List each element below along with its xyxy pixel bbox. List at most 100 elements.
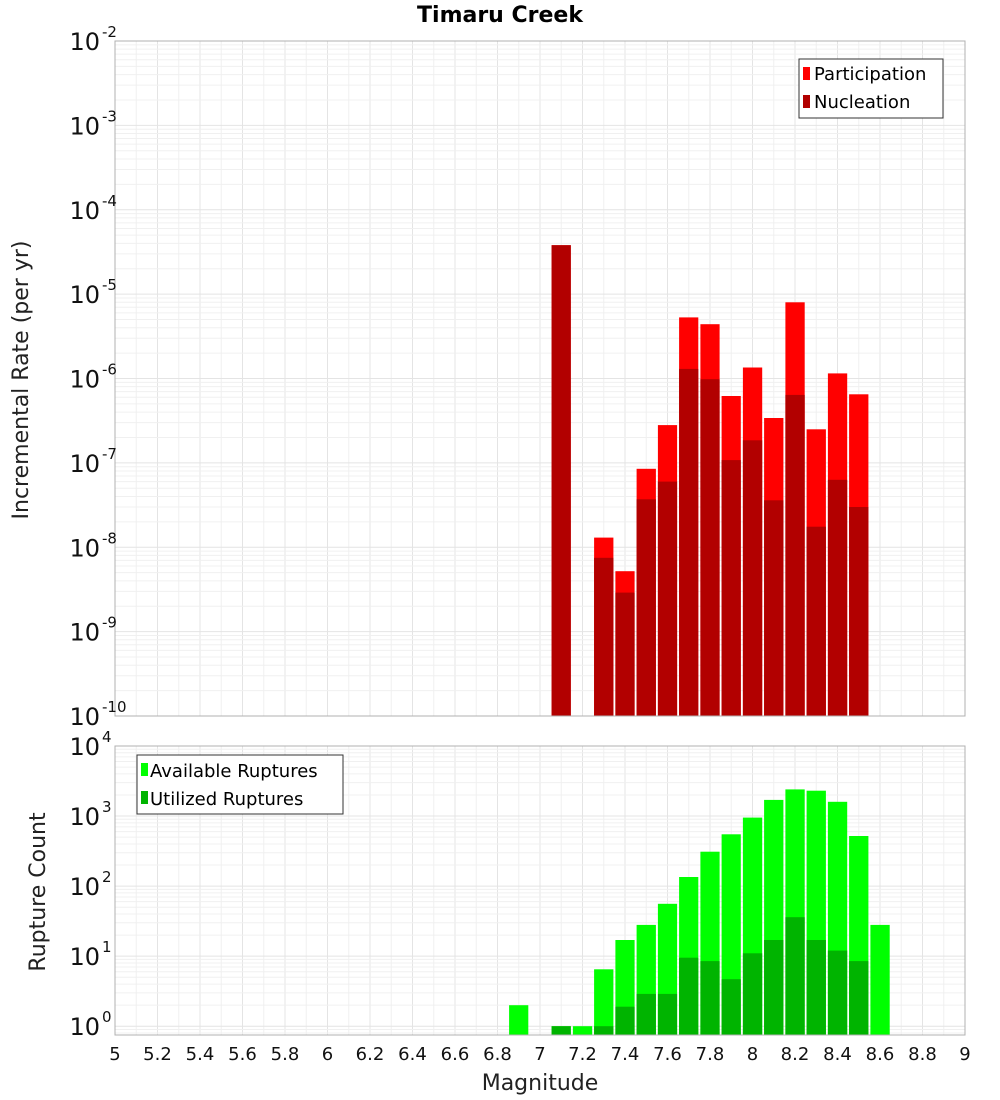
y-tick-exponent: -9	[102, 614, 117, 632]
participation-legend-swatch	[803, 67, 810, 80]
utilized-legend-label: Utilized Ruptures	[150, 789, 303, 810]
y-tick-exponent: -2	[102, 23, 117, 41]
rate-panel-bar-nucleation	[700, 379, 720, 716]
y-tick-label: 10	[69, 1013, 100, 1041]
x-tick-label: 7.4	[611, 1044, 640, 1065]
count-panel-bar-utilized-ruptures	[657, 993, 678, 1035]
nucleation-legend-label: Nucleation	[814, 92, 910, 113]
y-tick-label: 10	[69, 534, 100, 562]
count-bars	[509, 789, 890, 1035]
rate-panel-bar-nucleation	[615, 592, 635, 716]
rate-legend: Participation Nucleation	[798, 58, 944, 119]
count-y-axis-label: Rupture Count	[26, 812, 51, 972]
count-panel-bar-utilized-ruptures	[679, 957, 699, 1035]
count-panel-bar-utilized-ruptures	[849, 961, 869, 1035]
rate-panel-bar-nucleation	[594, 557, 614, 716]
count-panel-bar-utilized-ruptures	[551, 1026, 571, 1035]
count-panel-bar-utilized-ruptures	[806, 940, 826, 1035]
y-tick-label: 10	[69, 450, 100, 478]
y-tick-label: 10	[69, 112, 100, 140]
y-tick-exponent: -10	[102, 698, 127, 716]
rate-bars	[551, 245, 869, 716]
x-tick-label: 8	[747, 1044, 758, 1065]
available-legend-label: Available Ruptures	[150, 761, 318, 782]
rate-plot-frame	[114, 40, 966, 717]
y-tick-exponent: -7	[102, 445, 117, 463]
x-tick-label: 7.8	[696, 1044, 725, 1065]
y-tick-exponent: 1	[102, 938, 112, 956]
x-tick-label: 6.4	[398, 1044, 427, 1065]
x-tick-label: 8.2	[781, 1044, 810, 1065]
x-tick-label: 5.6	[228, 1044, 257, 1065]
x-tick-label: 6.6	[441, 1044, 470, 1065]
rate-panel-bar-nucleation	[551, 245, 571, 716]
count-panel-bar-utilized-ruptures	[594, 1026, 614, 1035]
x-tick-label: 5	[109, 1044, 120, 1065]
x-tick-labels: 5 5.2 5.4 5.6 5.8 6 6.2 6.4 6.6 6.8 7 7.2 7.4 7.6 7.8 8…	[109, 1044, 970, 1065]
count-panel-bar-utilized-ruptures	[827, 950, 848, 1035]
y-tick-exponent: -5	[102, 276, 117, 294]
count-legend-box	[136, 754, 344, 815]
y-tick-exponent: -8	[102, 529, 117, 547]
y-tick-label: 10	[69, 366, 100, 394]
x-tick-label: 7	[534, 1044, 545, 1065]
rate-panel-bar-nucleation	[721, 460, 741, 716]
x-tick-label: 6	[322, 1044, 333, 1065]
rate-y-axis-label: Incremental Rate (per yr)	[9, 241, 34, 520]
count-panel-bar-utilized-ruptures	[700, 961, 720, 1035]
y-tick-exponent: 2	[102, 868, 112, 886]
x-tick-label: 7.2	[568, 1044, 597, 1065]
rate-panel-bar-nucleation	[806, 526, 826, 716]
utilized-legend-swatch	[141, 791, 148, 804]
y-tick-label: 10	[69, 733, 100, 761]
x-tick-label: 8.4	[823, 1044, 852, 1065]
count-plot-frame	[114, 745, 966, 1036]
count-panel-bar-utilized-ruptures	[615, 1006, 635, 1035]
y-tick-exponent: 4	[102, 728, 112, 746]
y-tick-label: 10	[69, 28, 100, 56]
nucleation-legend-swatch	[803, 95, 810, 108]
count-panel-bar-utilized-ruptures	[764, 940, 784, 1035]
count-panel-bar-available-ruptures	[870, 924, 890, 1035]
count-panel-bar-available-ruptures	[594, 969, 614, 1035]
x-tick-label: 5.4	[186, 1044, 215, 1065]
y-tick-label: 10	[69, 197, 100, 225]
y-tick-exponent: -4	[102, 192, 117, 210]
x-tick-label: 6.2	[356, 1044, 385, 1065]
rate-panel-bar-nucleation	[679, 368, 699, 716]
x-tick-label: 5.8	[271, 1044, 300, 1065]
rate-panel-bar-nucleation	[785, 394, 805, 716]
x-tick-label: 8.8	[908, 1044, 937, 1065]
available-legend-swatch	[141, 763, 148, 776]
rate-panel-bar-nucleation	[764, 500, 784, 716]
x-axis-label: Magnitude	[482, 1071, 599, 1096]
count-panel-bar-available-ruptures	[509, 1005, 529, 1035]
rate-panel-bar-nucleation	[742, 440, 763, 716]
rate-legend-box	[798, 58, 944, 119]
x-tick-label: 8.6	[866, 1044, 895, 1065]
y-tick-exponent: -3	[102, 107, 117, 125]
rate-panel-bar-nucleation	[827, 479, 848, 716]
count-panel-bar-utilized-ruptures	[636, 993, 656, 1035]
x-tick-label: 9	[959, 1044, 970, 1065]
participation-legend-label: Participation	[814, 64, 926, 85]
y-tick-label: 10	[69, 619, 100, 647]
y-tick-exponent: -6	[102, 361, 117, 379]
rate-panel-bar-nucleation	[849, 507, 869, 716]
y-tick-label: 10	[69, 281, 100, 309]
count-panel-bar-utilized-ruptures	[785, 917, 805, 1035]
count-legend: Available Ruptures Utilized Ruptures	[136, 754, 344, 815]
y-tick-label: 10	[69, 703, 100, 731]
count-panel-bar-utilized-ruptures	[742, 953, 763, 1035]
count-panel-bar-utilized-ruptures	[721, 979, 741, 1035]
y-tick-label: 10	[69, 943, 100, 971]
rate-grid	[114, 41, 966, 717]
rate-panel-bar-nucleation	[636, 499, 656, 716]
x-tick-label: 5.2	[143, 1044, 172, 1065]
count-panel-bar-available-ruptures	[572, 1026, 593, 1035]
